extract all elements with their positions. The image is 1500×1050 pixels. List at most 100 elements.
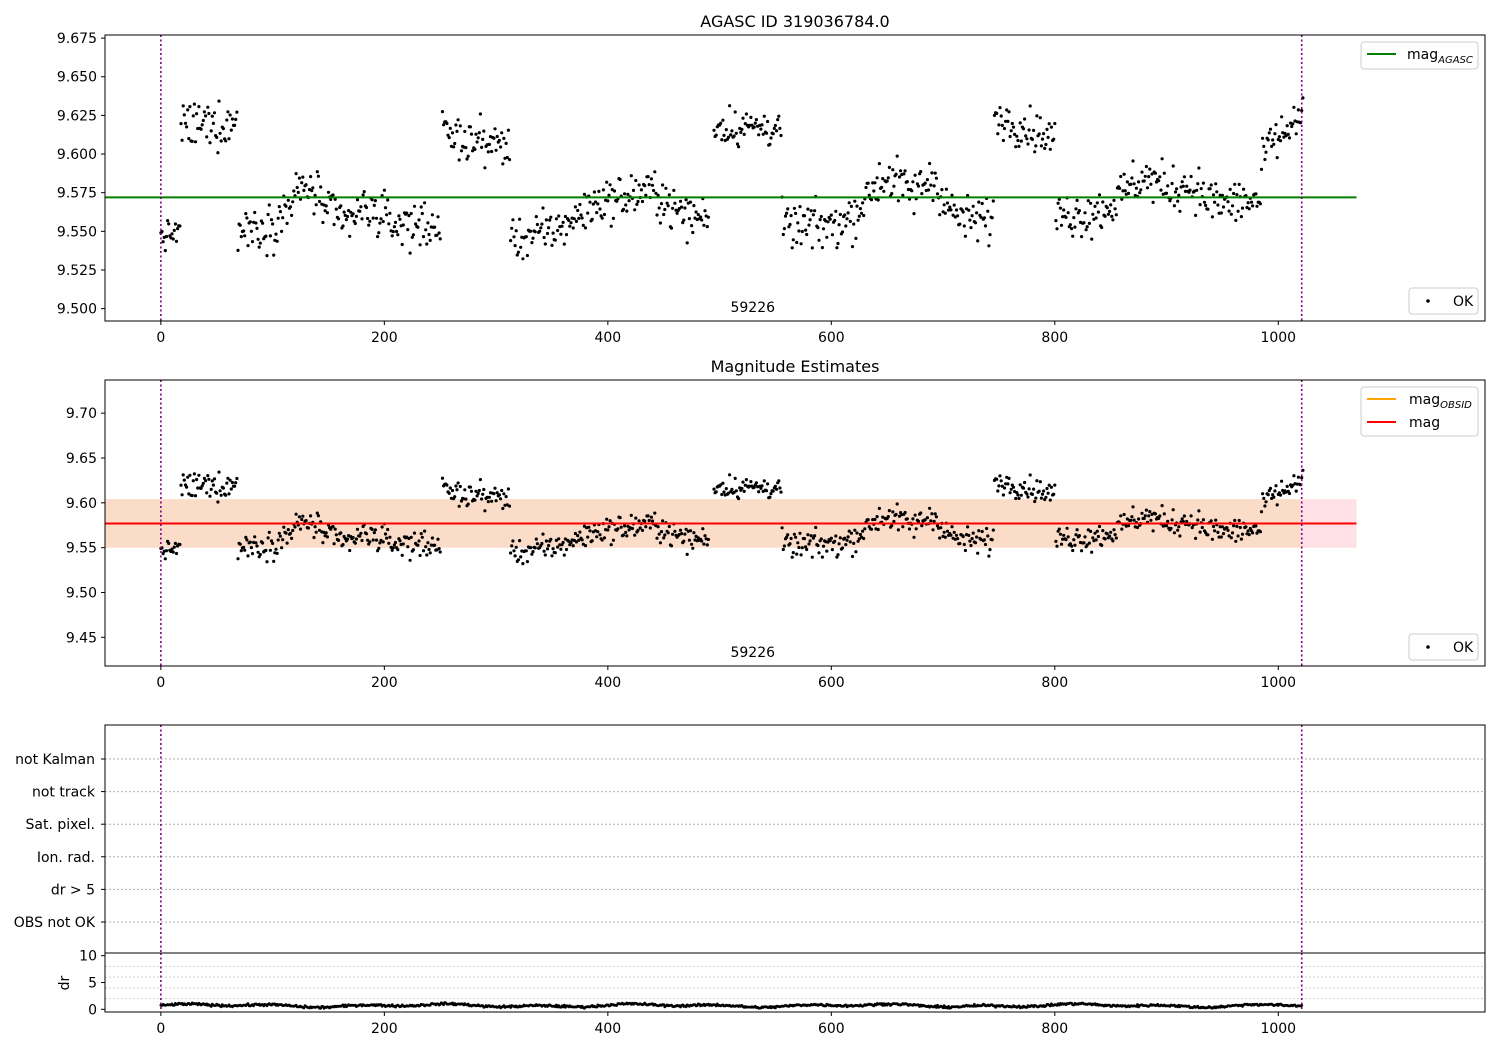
ok-point xyxy=(906,187,911,192)
ok-point xyxy=(438,550,442,554)
ok-point xyxy=(876,527,880,532)
ok-point xyxy=(705,225,709,229)
ok-point xyxy=(619,525,623,529)
ok-point xyxy=(464,497,468,501)
ok-point xyxy=(840,546,845,550)
ok-point xyxy=(167,222,171,226)
ok-point xyxy=(208,494,212,498)
agasc-legend-label: magAGASC xyxy=(1407,47,1473,66)
ok-point xyxy=(1233,518,1237,523)
ok-point xyxy=(235,110,239,114)
ok-point xyxy=(428,238,432,242)
ok-point xyxy=(183,121,188,125)
ok-point xyxy=(1173,190,1178,194)
ok-point xyxy=(494,148,498,152)
ok-point xyxy=(549,537,553,542)
ok-point xyxy=(624,530,628,535)
ok-point xyxy=(1026,142,1030,146)
ok-point xyxy=(172,545,176,549)
ok-point xyxy=(1220,193,1224,197)
ok-point xyxy=(233,484,237,488)
ok-point xyxy=(737,497,741,501)
ok-point xyxy=(1194,536,1198,541)
ok-point xyxy=(373,528,377,532)
ok-point xyxy=(567,539,571,543)
ok-point xyxy=(339,204,343,208)
ok-point xyxy=(615,199,619,203)
ok-point xyxy=(374,216,379,220)
ok-point xyxy=(323,209,327,213)
ok-point xyxy=(1148,510,1152,514)
ok-point xyxy=(877,162,882,166)
ok-point xyxy=(734,489,738,493)
ok-point xyxy=(400,553,404,557)
ok-point xyxy=(396,233,400,237)
ok-point xyxy=(414,222,418,226)
ok-point xyxy=(568,224,572,228)
flag-category-label: not track xyxy=(32,785,96,801)
ok-point xyxy=(848,540,852,544)
ok-point xyxy=(167,541,171,546)
ok-point xyxy=(1259,510,1264,514)
ok-point xyxy=(855,204,859,208)
ok-point xyxy=(621,207,626,211)
ok-point xyxy=(1120,527,1124,531)
ok-point xyxy=(834,209,838,213)
ok-point xyxy=(933,512,937,516)
ok-point xyxy=(742,132,746,136)
ok-point xyxy=(370,527,374,532)
ok-point xyxy=(753,121,757,125)
ok-point xyxy=(794,535,798,539)
ok-point xyxy=(339,531,343,535)
ok-point xyxy=(580,538,584,542)
ok-point xyxy=(958,222,962,226)
ok-point xyxy=(1211,193,1216,197)
ok-point xyxy=(258,241,262,245)
ok-point xyxy=(864,185,868,190)
ok-point xyxy=(1070,544,1074,548)
ok-point xyxy=(1261,136,1265,140)
agasc-panel-points xyxy=(159,96,1305,261)
ok-point xyxy=(648,526,652,530)
ok-point xyxy=(1285,124,1289,128)
ok-point xyxy=(361,193,365,197)
estimates-panel-legend: magOBSID mag OK xyxy=(1360,386,1479,661)
ok-point xyxy=(627,199,631,203)
ok-point xyxy=(423,529,427,533)
ok-point xyxy=(1232,191,1236,196)
estimates-legend-ok-marker xyxy=(1426,645,1430,649)
ok-point xyxy=(1030,492,1034,496)
ok-point xyxy=(332,542,336,546)
ok-point xyxy=(385,213,389,217)
ok-point xyxy=(286,198,290,202)
ok-point xyxy=(722,490,726,494)
ok-point xyxy=(644,525,648,529)
ok-point xyxy=(920,192,924,196)
ok-point xyxy=(1153,512,1157,516)
agasc-legend-ok-marker xyxy=(1426,299,1430,303)
ok-point xyxy=(1108,534,1112,538)
ok-point xyxy=(1266,138,1270,142)
y-tick-label: 0 xyxy=(88,1002,97,1018)
ok-point xyxy=(791,551,795,555)
ok-point xyxy=(807,542,811,546)
ok-point xyxy=(1244,525,1248,529)
ok-point xyxy=(728,473,732,477)
ok-point xyxy=(735,142,740,146)
ok-point xyxy=(777,479,781,483)
ok-point xyxy=(835,555,839,559)
ok-point xyxy=(1021,127,1026,131)
x-tick-label: 400 xyxy=(594,1021,621,1037)
ok-point xyxy=(424,545,428,549)
ok-point xyxy=(1087,541,1091,545)
ok-point xyxy=(391,230,395,234)
ok-point xyxy=(1083,211,1087,215)
ok-point xyxy=(390,548,394,552)
ok-point xyxy=(977,200,981,204)
ok-point xyxy=(1263,157,1267,162)
ok-point xyxy=(657,532,661,536)
ok-point xyxy=(634,178,638,183)
ok-point xyxy=(514,229,518,233)
ok-point xyxy=(1290,124,1294,129)
ok-point xyxy=(835,246,839,250)
